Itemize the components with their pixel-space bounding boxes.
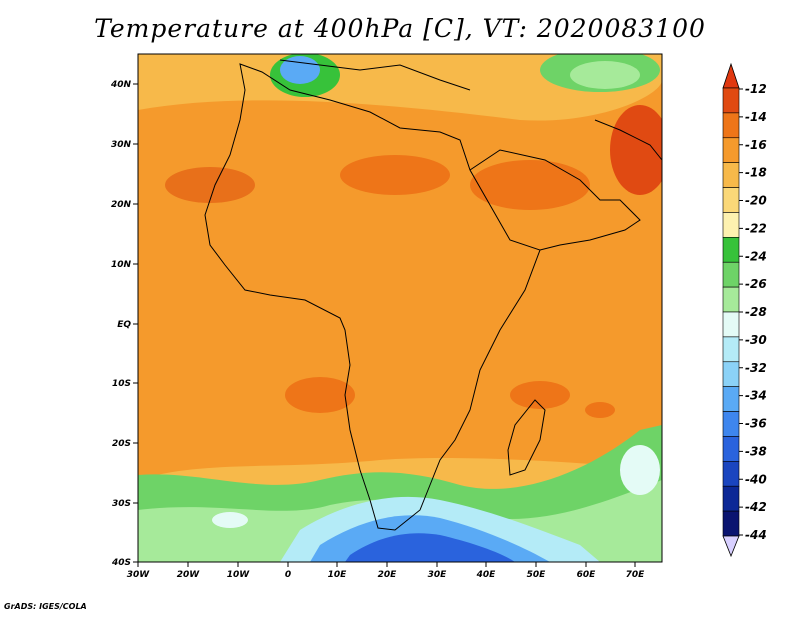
lat-tick-label: EQ [117,320,131,330]
lon-tick-label: 30E [428,570,448,580]
colorbar-bottom-arrow [722,535,740,558]
colorbar-label: -14 [745,110,767,124]
lon-tick-label: 10E [328,570,348,580]
colorbar-box [722,137,740,163]
plot-frame [137,53,663,563]
lat-tick-label: 10N [111,260,132,270]
colorbar-label: -34 [745,389,767,403]
lon-tick-label: 20W [177,570,201,580]
colorbar-label: -18 [745,166,767,180]
colorbar-box [722,187,740,213]
colorbar-box [722,336,740,363]
colorbar-box [722,162,740,188]
lon-tick-label: 50E [527,570,547,580]
colorbar-box [722,485,740,512]
colorbar-label: -40 [745,472,767,486]
colorbar-box [722,112,740,139]
colorbar-label: -38 [745,444,767,458]
lon-tick-label: 10W [227,570,251,580]
colorbar-label: -36 [745,417,767,431]
colorbar-label: -28 [745,305,767,319]
colorbar-box [722,510,740,537]
lat-tick-label: 40S [111,558,131,568]
colorbar-label: -22 [745,221,767,235]
lon-tick-label: 0 [285,570,291,580]
colorbar: -12 -14 -16 -18 -20 -22 -24 -26 -28 -30 -32 -34 -36 -… [722,62,767,558]
colorbar-box [722,261,740,288]
lon-tick-label: 30W [127,570,151,580]
lat-tick-label: 30S [112,499,131,509]
lon-axis: 30W 20W 10W 0 10E 20E 30E 40E 50E 60E 70… [127,562,645,580]
lat-tick-label: 20S [112,439,131,449]
colorbar-label: -42 [745,500,767,514]
lon-tick-label: 70E [626,570,646,580]
colorbar-label: -44 [745,528,767,542]
lat-tick-label: 40N [110,80,132,90]
colorbar-label: -30 [745,333,767,347]
colorbar-box [722,237,740,263]
lat-tick-label: 10S [112,379,131,389]
chart-title: Temperature at 400hPa [C], VT: 202008310… [94,14,706,43]
lon-tick-label: 60E [577,570,597,580]
colorbar-box [722,311,740,338]
colorbar-box [722,361,740,387]
colorbar-label: -24 [745,249,767,263]
colorbar-top-arrow [722,62,740,89]
colorbar-box [722,212,740,238]
lat-axis: 40N 30N 20N 10N EQ 10S 20S 30S 40S [110,80,138,568]
colorbar-label: -32 [745,361,767,375]
grads-credit: GrADS: IGES/COLA [4,602,87,611]
lat-tick-label: 30N [111,140,132,150]
colorbar-box [722,436,740,462]
lat-tick-label: 20N [111,200,132,210]
lon-tick-label: 40E [476,570,497,580]
colorbar-box [722,461,740,487]
colorbar-box [722,411,740,437]
colorbar-box [722,286,740,313]
colorbar-label: -26 [745,277,767,291]
colorbar-box [722,386,740,412]
colorbar-label: -20 [745,194,767,208]
coastlines [204,59,662,531]
lon-tick-label: 20E [378,570,398,580]
colorbar-label: -12 [745,82,767,96]
temperature-field [138,54,662,562]
colorbar-box [722,87,740,114]
colorbar-label: -16 [745,138,767,152]
